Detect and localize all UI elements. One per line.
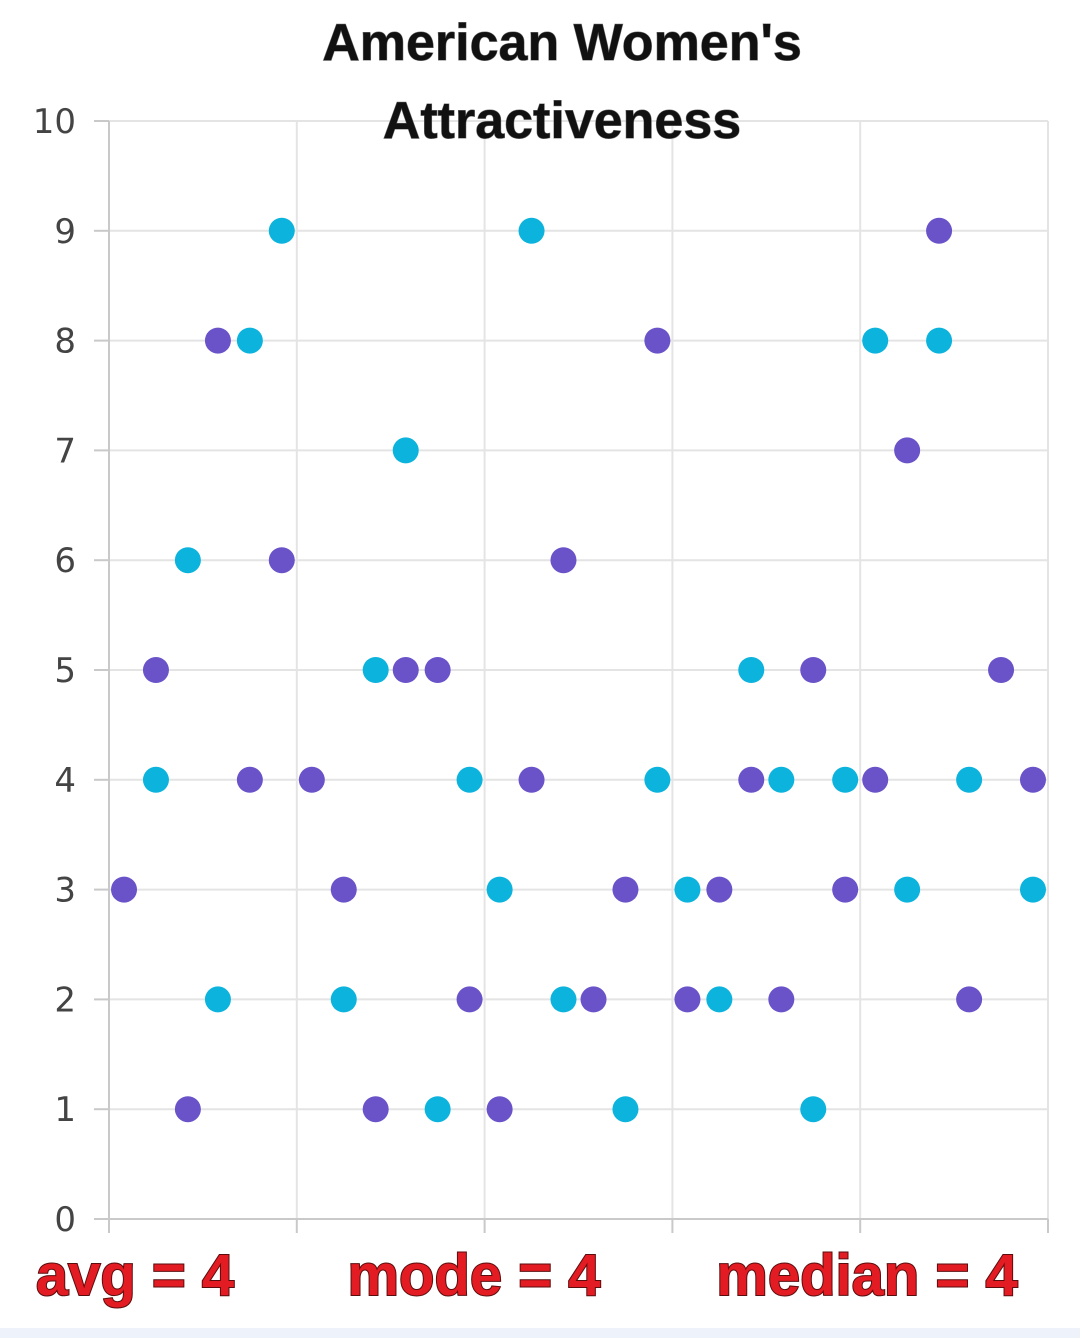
y-tick-label: 0 [54, 1200, 76, 1240]
data-point [956, 766, 983, 793]
data-point [268, 217, 295, 244]
data-point [644, 327, 671, 354]
y-tick-label: 2 [54, 980, 76, 1020]
data-point [550, 986, 577, 1013]
data-point [894, 876, 921, 903]
y-tick-label: 7 [54, 431, 76, 471]
data-point [330, 876, 357, 903]
data-point [142, 657, 169, 683]
data-point [612, 876, 639, 903]
y-tick-label: 9 [54, 212, 76, 252]
data-point [456, 986, 483, 1013]
y-tick-label: 5 [54, 651, 76, 691]
chart-title-line-2: Attractiveness [383, 92, 741, 150]
y-tick-label: 6 [54, 541, 76, 581]
data-point [330, 986, 357, 1013]
annotation-median: median = 4 [716, 1243, 1017, 1308]
data-point [362, 1096, 389, 1123]
data-point [706, 986, 733, 1013]
data-point [644, 766, 671, 793]
data-point [768, 986, 795, 1013]
y-tick-label: 1 [54, 1090, 76, 1130]
data-point [612, 1096, 639, 1123]
axes [94, 120, 1049, 1233]
data-point [550, 547, 577, 574]
data-point [236, 327, 263, 354]
data-point [674, 876, 701, 903]
data-point [738, 657, 765, 683]
data-points [111, 217, 1046, 1123]
data-point [832, 876, 859, 903]
data-point [392, 657, 419, 683]
data-point [894, 437, 921, 464]
data-point [362, 657, 389, 683]
data-point [298, 766, 325, 793]
data-point [456, 766, 483, 793]
data-point [424, 657, 451, 683]
data-point [956, 986, 983, 1013]
data-point [424, 1096, 451, 1123]
data-point [862, 327, 889, 354]
data-point [926, 217, 953, 244]
y-tick-label: 10 [33, 102, 76, 142]
data-point [518, 217, 545, 244]
y-tick-label: 3 [54, 871, 76, 911]
data-point [174, 1096, 201, 1123]
data-point [800, 657, 827, 683]
data-point [580, 986, 607, 1013]
y-tick-labels: 0 1 2 3 4 5 6 7 8 9 10 [33, 102, 76, 1240]
data-point [486, 876, 513, 903]
data-point [862, 766, 889, 793]
data-point [1019, 766, 1046, 793]
data-point [738, 766, 765, 793]
data-point [800, 1096, 827, 1123]
data-point [204, 986, 231, 1013]
bottom-strip [0, 1328, 1080, 1338]
chart-title-line-1: American Women's [322, 14, 802, 72]
data-point [236, 766, 263, 793]
data-point [674, 986, 701, 1013]
data-point [174, 547, 201, 574]
data-point [926, 327, 953, 354]
data-point [486, 1096, 513, 1123]
data-point [111, 876, 138, 903]
data-point [832, 766, 859, 793]
data-point [988, 657, 1015, 683]
data-point [518, 766, 545, 793]
y-tick-label: 4 [54, 761, 76, 801]
data-point [142, 766, 169, 793]
y-tick-label: 8 [54, 322, 76, 362]
grid-lines [108, 120, 1049, 1219]
data-point [768, 766, 795, 793]
data-point [706, 876, 733, 903]
data-point [268, 547, 295, 574]
data-point [204, 327, 231, 354]
annotation-mode: mode = 4 [347, 1243, 600, 1308]
data-point [392, 437, 419, 464]
annotation-avg: avg = 4 [36, 1243, 234, 1308]
data-point [1019, 876, 1046, 903]
